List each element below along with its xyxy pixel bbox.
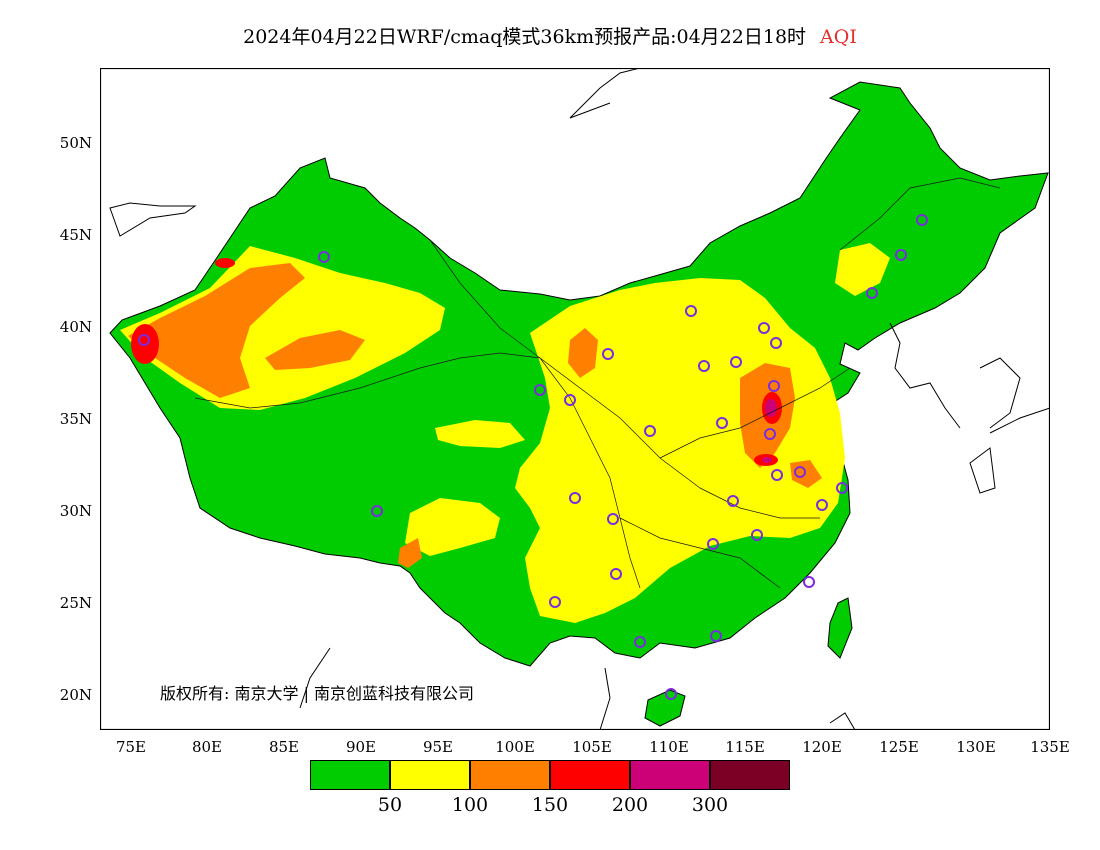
lat-label-40n: 40N [59,318,92,336]
aqi-moderate-southwest [405,498,500,556]
map-title: 2024年04月22日WRF/cmaq模式36km预报产品:04月22日18时 A… [0,22,1100,49]
station-marker [707,538,719,550]
lon-label-135e: 135E [1030,738,1070,756]
copyright-text: 版权所有: 南京大学 | 南京创蓝科技有限公司 [160,684,475,703]
station-marker [610,568,622,580]
station-marker [607,513,619,525]
station-marker [665,688,677,700]
coastline-southeast-asia [299,647,856,730]
legend-label-200: 200 [611,794,649,816]
station-marker [816,499,828,511]
lon-label-125e: 125E [879,738,919,756]
lon-label-130e: 130E [956,738,996,756]
station-marker [751,529,763,541]
lat-label-25n: 25N [59,594,92,612]
lat-label-45n: 45N [59,226,92,244]
lat-label-35n: 35N [59,410,92,428]
province-borders [194,177,1001,589]
lon-label-85e: 85E [268,738,300,756]
legend-swatch-unhealthy [550,760,630,790]
station-marker [916,214,928,226]
legend-swatch-usg [470,760,550,790]
coastline-sakhalin [569,68,641,119]
station-marker [602,348,614,360]
legend-label-100: 100 [451,794,489,816]
aqi-map [100,68,1050,730]
aqi-moderate-qinghai [435,420,525,448]
lon-label-95e: 95E [422,738,454,756]
station-marker [644,425,656,437]
coastline-korea-japan [889,322,1050,494]
lon-label-120e: 120E [802,738,842,756]
station-marker [730,356,742,368]
legend-swatch-very-unhealthy [630,760,710,790]
lon-label-110e: 110E [649,738,689,756]
station-marker [716,417,728,429]
lon-label-100e: 100E [495,738,535,756]
station-marker [569,492,581,504]
station-marker [866,287,878,299]
title-main: 2024年04月22日WRF/cmaq模式36km预报产品:04月22日18时 [243,26,807,48]
title-variable: AQI [820,26,857,48]
coastline-balkhash [109,202,197,237]
legend-swatch-hazardous [710,760,790,790]
station-marker [549,596,561,608]
lon-label-115e: 115E [725,738,765,756]
station-marker [634,636,646,648]
lon-label-75e: 75E [115,738,147,756]
legend-label-50: 50 [377,794,403,816]
station-marker [771,469,783,481]
legend-label-300: 300 [691,794,729,816]
station-marker [564,394,576,406]
aqi-usg-tarim [128,263,305,398]
lat-label-50n: 50N [59,134,92,152]
lat-label-20n: 20N [59,686,92,704]
aqi-very-unhealthy-anhui [762,457,772,463]
legend-swatch-good [310,760,390,790]
station-marker [685,305,697,317]
station-marker [138,334,150,346]
station-marker [534,384,546,396]
station-marker [836,482,848,494]
map-canvas [100,68,1050,730]
aqi-moderate-northeast [835,243,890,296]
lat-label-30n: 30N [59,502,92,520]
aqi-usg-shanxi [568,328,598,378]
station-marker [698,360,710,372]
station-marker [770,337,782,349]
station-marker [710,630,722,642]
station-marker [764,428,776,440]
station-marker [803,576,815,588]
lon-label-80e: 80E [191,738,223,756]
legend-swatch-moderate [390,760,470,790]
station-marker [727,495,739,507]
legend-label-150: 150 [531,794,569,816]
station-markers [138,214,928,700]
aqi-usg-east-tarim [265,330,365,370]
aqi-usg-tibet [398,538,422,568]
aqi-very-unhealthy-hebei [765,399,777,417]
station-marker [895,249,907,261]
station-marker [794,466,806,478]
taiwan-island [827,597,853,659]
color-legend [310,760,790,790]
aqi-moderate-central-east [515,278,845,623]
aqi-unhealthy-ili [215,258,235,268]
station-marker [371,505,383,517]
map-border [100,68,1050,730]
lon-label-90e: 90E [345,738,377,756]
lon-label-105e: 105E [572,738,612,756]
station-marker [318,251,330,263]
station-marker [768,380,780,392]
station-marker [758,322,770,334]
